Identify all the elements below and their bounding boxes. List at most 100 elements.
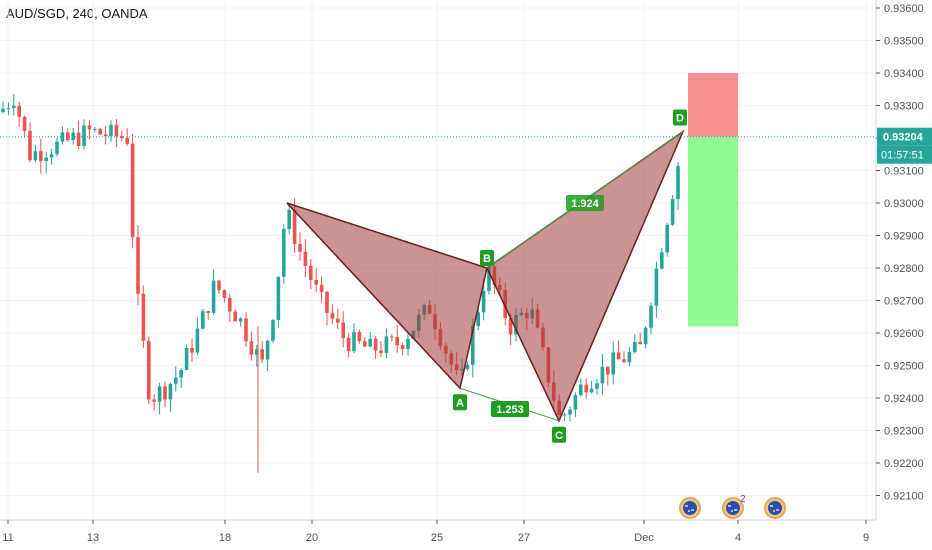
y-tick-label: 0.93300: [884, 101, 924, 113]
y-tick-label: 0.93500: [884, 36, 924, 48]
pattern-bcd: [486, 129, 685, 423]
candle-body: [303, 251, 308, 266]
candle-body: [471, 326, 475, 365]
y-tick-label: 0.92700: [884, 296, 924, 308]
candle-body: [611, 352, 615, 375]
candle-body: [287, 209, 291, 230]
position-zones: [688, 73, 738, 327]
countdown-label: 01:57:51: [881, 150, 924, 162]
candle-body: [136, 237, 140, 294]
candle-body: [55, 141, 59, 155]
flag-icon: [726, 501, 740, 515]
candle-body: [60, 132, 65, 142]
candle-body: [39, 151, 43, 161]
candle-body: [163, 386, 167, 400]
candle-body: [211, 280, 216, 313]
countdown-bg: [877, 145, 932, 164]
candle-body: [400, 345, 405, 350]
candle-body: [595, 383, 599, 389]
candle-body: [1, 108, 5, 112]
candle-body: [190, 347, 194, 353]
candle-body: [249, 341, 254, 355]
candle-body: [238, 318, 243, 322]
candle-body: [260, 349, 264, 360]
candle-body: [314, 279, 318, 285]
ratio-label-bd: 1.924: [571, 198, 599, 210]
candle-body: [649, 305, 653, 328]
ratio-label-bg-ac: [491, 401, 529, 417]
stop-loss-zone: [688, 73, 738, 137]
x-tick-label: 18: [219, 532, 231, 544]
ratio-label-ac: 1.253: [496, 404, 524, 416]
x-tick-label: Dec: [634, 532, 654, 544]
x-tick-label: 9: [863, 532, 869, 544]
point-label-bg-a: [453, 394, 467, 411]
candle-body: [379, 350, 383, 353]
x-tick-label: 20: [306, 532, 318, 544]
candle-body: [147, 340, 151, 400]
candle-body: [670, 199, 675, 225]
candle-body: [244, 318, 248, 342]
candle-body: [157, 386, 162, 402]
current-price-label: 0.93204: [883, 132, 924, 144]
y-tick-label: 0.93000: [884, 198, 924, 210]
candle-body: [174, 377, 178, 384]
y-tick-label: 0.93400: [884, 68, 924, 80]
point-label-d: D: [676, 113, 684, 125]
candle-body: [390, 336, 394, 338]
candle-body: [622, 359, 626, 363]
candle-body: [179, 369, 183, 378]
candle-body: [352, 331, 356, 352]
harmonic-pattern: A B C D 1.253 1.924: [286, 109, 687, 443]
point-label-bg-b: [480, 250, 494, 266]
event-icons: 2: [679, 494, 786, 519]
flag-icon: [768, 501, 782, 515]
x-tick-label: 27: [518, 532, 530, 544]
y-tick-label: 0.92900: [884, 231, 924, 243]
candle-body: [573, 395, 578, 410]
candle-body: [395, 337, 399, 346]
candle-body: [103, 134, 108, 137]
candle-body: [255, 349, 259, 355]
candle-body: [465, 364, 470, 370]
x-tick-label: 11: [2, 532, 13, 544]
candle-body: [141, 293, 146, 341]
y-tick-label: 0.92100: [884, 491, 924, 503]
candle-body: [562, 414, 567, 416]
candle-body: [44, 157, 48, 161]
candle-body: [336, 318, 340, 323]
candle-body: [606, 366, 610, 375]
candle-body: [168, 383, 173, 400]
x-tick-label: 13: [87, 532, 99, 544]
candle-body: [384, 336, 389, 353]
candle-body: [584, 384, 588, 393]
candle-body: [265, 340, 270, 360]
candle-body: [298, 244, 302, 252]
candle-body: [114, 124, 119, 137]
candle-body: [579, 384, 583, 396]
candle-body: [71, 132, 75, 141]
candle-body: [481, 290, 486, 313]
candle-body: [28, 130, 32, 161]
candle-body: [676, 165, 680, 200]
candle-body: [82, 125, 86, 147]
y-tick-label: 0.92200: [884, 458, 924, 470]
chart-title: AUD/SGD, 240, OANDA: [6, 6, 148, 21]
ratio-label-bg-bd: [566, 195, 604, 211]
candle-body: [638, 341, 642, 345]
candle-body: [6, 108, 11, 110]
candle-body: [12, 105, 16, 109]
candle-body: [627, 352, 632, 363]
y-tick-label: 0.92500: [884, 361, 924, 373]
candle-body: [643, 327, 648, 345]
candle-body: [330, 312, 335, 319]
candle-body: [346, 337, 351, 352]
point-label-c: C: [555, 430, 563, 442]
candle-body: [665, 224, 669, 253]
candle-body: [66, 132, 70, 141]
candle-body: [201, 311, 205, 329]
candle-body: [222, 290, 227, 298]
candle-body: [616, 352, 621, 360]
